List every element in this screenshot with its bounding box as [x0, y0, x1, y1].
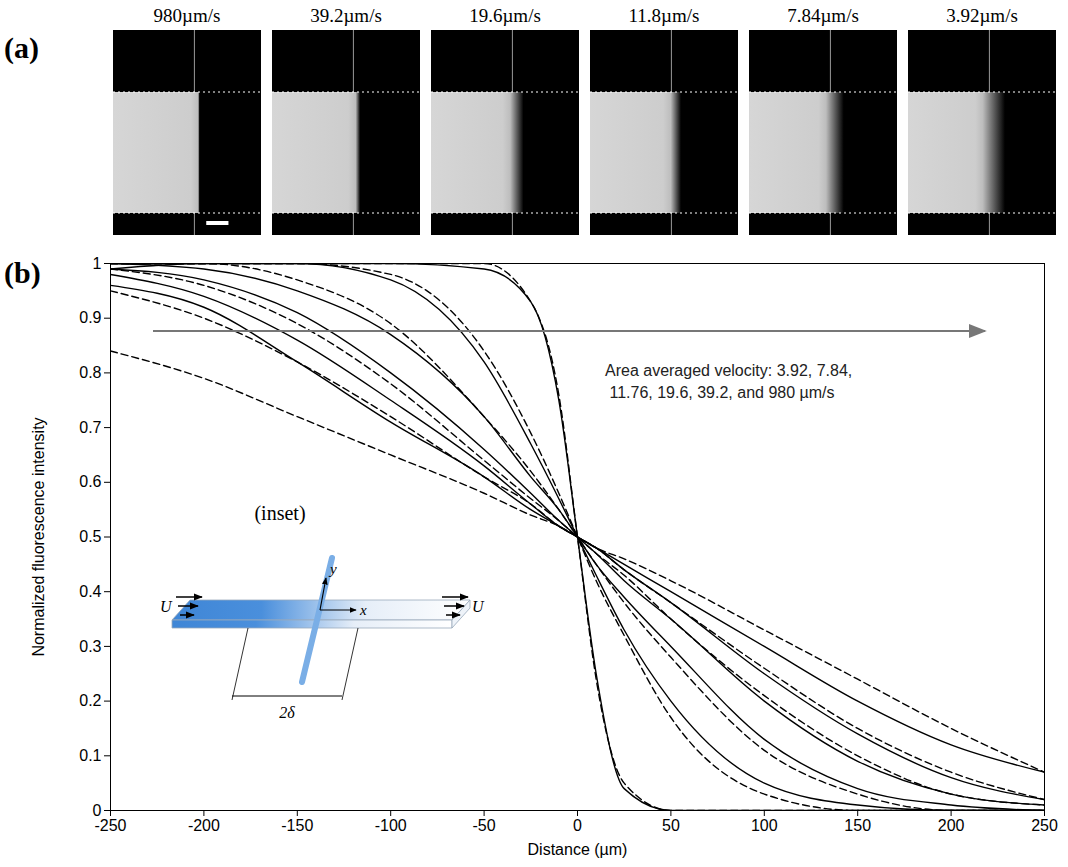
svg-text:150: 150	[844, 817, 871, 834]
svg-text:U: U	[160, 598, 173, 615]
svg-text:0: 0	[92, 801, 102, 819]
svg-text:200: 200	[938, 817, 965, 834]
html-text:11.76, 19.6, 39.2, and 980 µm/: 11.76, 19.6, 39.2, and 980 µm/s	[605, 384, 835, 401]
svg-text:y: y	[328, 561, 337, 577]
svg-text:0.4: 0.4	[79, 583, 101, 600]
svg-text:-250: -250	[94, 817, 126, 834]
svg-text:0.3: 0.3	[79, 638, 101, 655]
svg-text:0.8: 0.8	[79, 364, 101, 381]
svg-text:U: U	[472, 598, 485, 615]
svg-text:100: 100	[751, 817, 778, 834]
svg-text:0.1: 0.1	[79, 747, 101, 764]
svg-text:7.84µm/s: 7.84µm/s	[787, 5, 859, 26]
svg-text:0.6: 0.6	[79, 473, 101, 490]
svg-text:-100: -100	[375, 817, 407, 834]
svg-text:(inset): (inset)	[254, 502, 305, 525]
svg-text:Distance (µm): Distance (µm)	[528, 841, 628, 858]
svg-text:-200: -200	[188, 817, 220, 834]
svg-text:0: 0	[573, 817, 582, 834]
svg-text:0.7: 0.7	[79, 419, 101, 436]
svg-text:39.2µm/s: 39.2µm/s	[310, 5, 382, 26]
html-text:Area averaged velocity: 3.92,: Area averaged velocity: 3.92, 7.84,	[605, 362, 853, 379]
svg-text:0.9: 0.9	[79, 309, 101, 326]
svg-text:11.8µm/s: 11.8µm/s	[629, 5, 700, 26]
svg-text:x: x	[359, 602, 367, 618]
svg-text:(b): (b)	[4, 256, 41, 290]
svg-text:1: 1	[93, 255, 102, 272]
svg-text:-50: -50	[473, 817, 496, 834]
svg-text:3.92µm/s: 3.92µm/s	[946, 5, 1018, 26]
svg-text:250: 250	[1031, 817, 1058, 834]
svg-text:50: 50	[662, 817, 680, 834]
svg-text:0.5: 0.5	[79, 528, 101, 545]
svg-text:Normalized fluorescence intens: Normalized fluorescence intensity	[30, 417, 47, 656]
svg-text:0.2: 0.2	[79, 692, 101, 709]
svg-text:19.6µm/s: 19.6µm/s	[469, 5, 541, 26]
svg-text:(a): (a)	[4, 31, 39, 65]
svg-text:980µm/s: 980µm/s	[154, 5, 221, 26]
svg-text:-150: -150	[281, 817, 313, 834]
svg-text:2δ: 2δ	[279, 704, 295, 721]
